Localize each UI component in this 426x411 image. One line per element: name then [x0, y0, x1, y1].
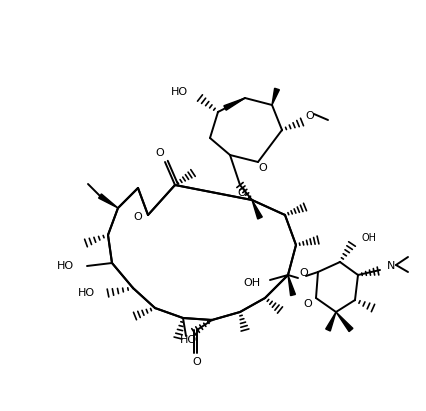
Text: O: O — [238, 188, 246, 198]
Polygon shape — [288, 275, 295, 296]
Polygon shape — [326, 312, 336, 331]
Text: O: O — [259, 163, 268, 173]
Polygon shape — [272, 88, 279, 105]
Text: HO: HO — [78, 288, 95, 298]
Text: HO: HO — [179, 335, 196, 345]
Polygon shape — [224, 98, 245, 110]
Polygon shape — [336, 312, 353, 332]
Text: HO: HO — [57, 261, 74, 271]
Text: N: N — [387, 261, 395, 271]
Polygon shape — [252, 200, 262, 219]
Text: HO: HO — [171, 87, 188, 97]
Text: OH: OH — [243, 278, 260, 288]
Text: O: O — [299, 268, 308, 278]
Text: OH: OH — [362, 233, 377, 243]
Text: O: O — [155, 148, 164, 158]
Text: O: O — [304, 299, 312, 309]
Polygon shape — [98, 194, 118, 208]
Text: O: O — [305, 111, 314, 121]
Text: O: O — [193, 357, 201, 367]
Text: O: O — [134, 212, 142, 222]
